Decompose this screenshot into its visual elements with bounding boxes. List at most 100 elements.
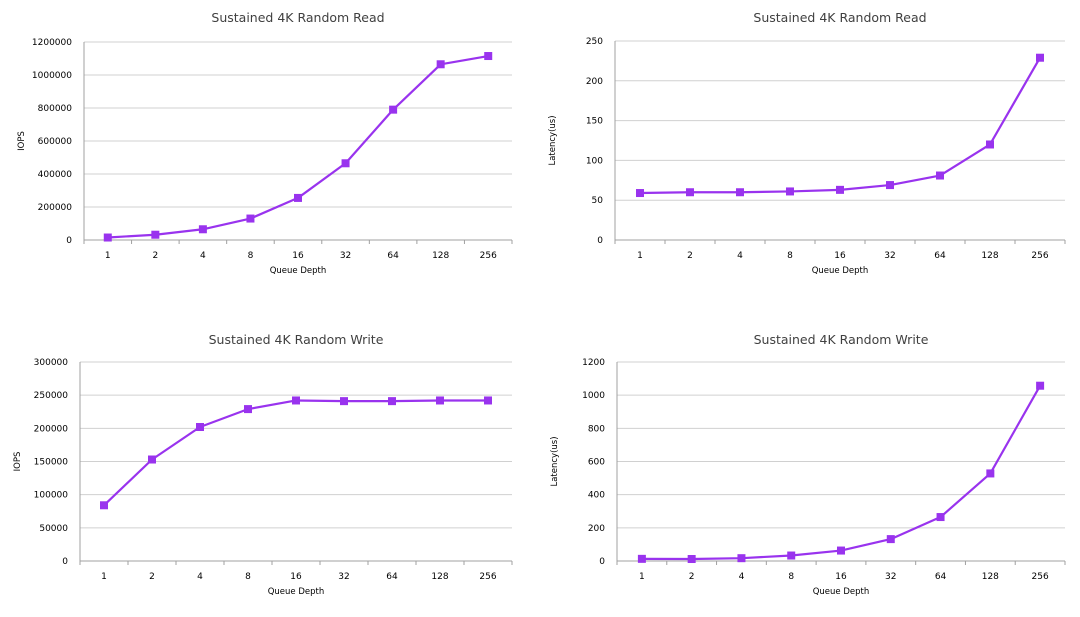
chart-3-data-point [148,455,156,464]
chart-2-x-tick-label: 1 [637,251,643,261]
chart-3-x-tick-label: 1 [101,572,107,582]
chart-2-data-point [936,171,944,180]
chart-1-x-tick-label: 256 [480,251,497,261]
chart-1-data-point [246,214,255,223]
chart-3-x-tick-label: 256 [479,572,496,582]
chart-3-x-tick-label: 32 [338,572,349,582]
chart-4-title: Sustained 4K Random Write [754,332,929,347]
chart-4-y-tick-label: 400 [588,491,605,501]
chart-2-x-tick-label: 2 [687,251,693,261]
chart-4-y-tick-label: 600 [588,458,605,468]
chart-4-data-point [787,551,796,560]
chart-2: Sustained 4K Random Read 0 50 100 150 200 250 1… [548,10,1066,276]
chart-2-x-tick-label: 256 [1031,251,1048,261]
chart-2-x-tick-label: 16 [834,251,846,261]
chart-3-data-point [484,396,492,405]
chart-4-x-tick-label: 8 [788,572,794,582]
chart-3: Sustained 4K Random Write 0 50000 100000 150… [13,332,513,597]
chart-2-x-tick-label: 4 [737,251,743,261]
chart-4-x-tick-label: 128 [982,572,999,582]
chart-3-y-tick-label: 0 [62,557,68,567]
chart-1-y-tick-label: 1200000 [32,38,72,48]
chart-1-title: Sustained 4K Random Read [211,10,384,25]
chart-4-data-point [886,535,895,544]
chart-4-y-tick-label: 1200 [582,358,605,368]
chart-3-data-point [292,396,300,405]
chart-1-y-axis-label: IOPS [17,131,27,151]
chart-3-y-tick-label: 50000 [39,524,68,534]
chart-2-data-point [886,181,894,190]
chart-1-data-point [389,105,398,114]
chart-1-y-tick-label: 800000 [38,104,73,114]
chart-1-series-line [107,54,489,239]
chart-2-x-tick-label: 8 [787,251,793,261]
chart-3-x-tick-label: 16 [290,572,302,582]
chart-2-y-tick-label: 150 [586,117,603,127]
chart-4-y-tick-label: 1000 [582,391,605,401]
chart-3-title: Sustained 4K Random Write [209,332,384,347]
chart-1-data-point [436,60,445,69]
chart-2-x-tick-label: 128 [981,251,998,261]
chart-1-x-tick-label: 1 [105,251,111,261]
chart-1: Sustained 4K Random Read 0 200000 400000 600… [17,10,513,276]
chart-4-x-tick-label: 32 [885,572,896,582]
chart-1-y-tick-label: 400000 [38,170,73,180]
chart-2-data-point [686,188,694,197]
chart-4-x-axis-label: Queue Depth [813,587,870,597]
chart-2-y-tick-label: 100 [586,156,603,166]
chart-4-x-tick-label: 64 [935,572,947,582]
chart-4-y-tick-label: 0 [599,557,605,567]
chart-2-x-axis-label: Queue Depth [812,266,869,276]
chart-3-x-tick-label: 2 [149,572,155,582]
chart-3-x-tick-label: 64 [386,572,398,582]
chart-4-data-point [1036,381,1045,390]
chart-2-y-tick-label: 50 [592,196,604,206]
chart-3-y-tick-label: 200000 [34,424,69,434]
chart-4-data-point [936,513,945,522]
chart-2-y-tick-label: 250 [586,37,603,47]
chart-1-x-tick-label: 32 [340,251,351,261]
chart-4: Sustained 4K Random Write 0 200 400 600 800 10… [550,332,1066,597]
chart-4-x-tick-label: 16 [835,572,847,582]
chart-1-x-axis-label: Queue Depth [270,266,327,276]
chart-3-x-axis-label: Queue Depth [268,587,325,597]
chart-4-data-point [986,469,995,478]
chart-3-data-point [388,397,396,406]
chart-3-y-tick-label: 250000 [34,391,69,401]
chart-2-title: Sustained 4K Random Read [753,10,926,25]
chart-4-x-tick-label: 4 [739,572,745,582]
chart-1-x-tick-label: 8 [248,251,254,261]
chart-4-data-point [837,546,845,555]
chart-3-y-axis-label: IOPS [13,452,23,472]
chart-3-x-tick-label: 8 [245,572,251,582]
chart-1-data-point [484,52,493,61]
chart-1-y-tick-label: 600000 [38,137,73,147]
chart-4-data-point [687,555,696,564]
chart-4-y-tick-label: 200 [588,524,605,534]
chart-4-x-tick-label: 1 [639,572,645,582]
chart-3-y-tick-label: 300000 [34,358,69,368]
chart-4-y-tick-label: 800 [588,424,605,434]
chart-2-x-tick-label: 32 [884,251,895,261]
chart-1-data-point [151,230,160,239]
chart-4-x-tick-label: 2 [689,572,695,582]
chart-3-y-tick-label: 100000 [34,491,69,501]
chart-3-data-point [436,396,444,405]
chart-3-data-point [340,397,348,406]
chart-1-x-tick-label: 128 [432,251,449,261]
chart-1-y-tick-label: 200000 [38,203,73,213]
chart-4-data-point [637,554,646,563]
chart-1-y-tick-label: 0 [66,236,72,246]
chart-1-x-tick-label: 4 [200,251,206,261]
chart-2-data-point [786,187,794,196]
chart-3-x-tick-label: 4 [197,572,203,582]
chart-3-data-point [244,405,252,414]
chart-1-x-tick-label: 2 [152,251,158,261]
chart-3-data-point [196,423,204,432]
chart-2-y-axis-label: Latency(us) [548,115,558,165]
chart-1-x-tick-label: 16 [292,251,304,261]
chart-4-series-line [641,385,1042,561]
chart-1-y-tick-label: 1000000 [32,71,72,81]
